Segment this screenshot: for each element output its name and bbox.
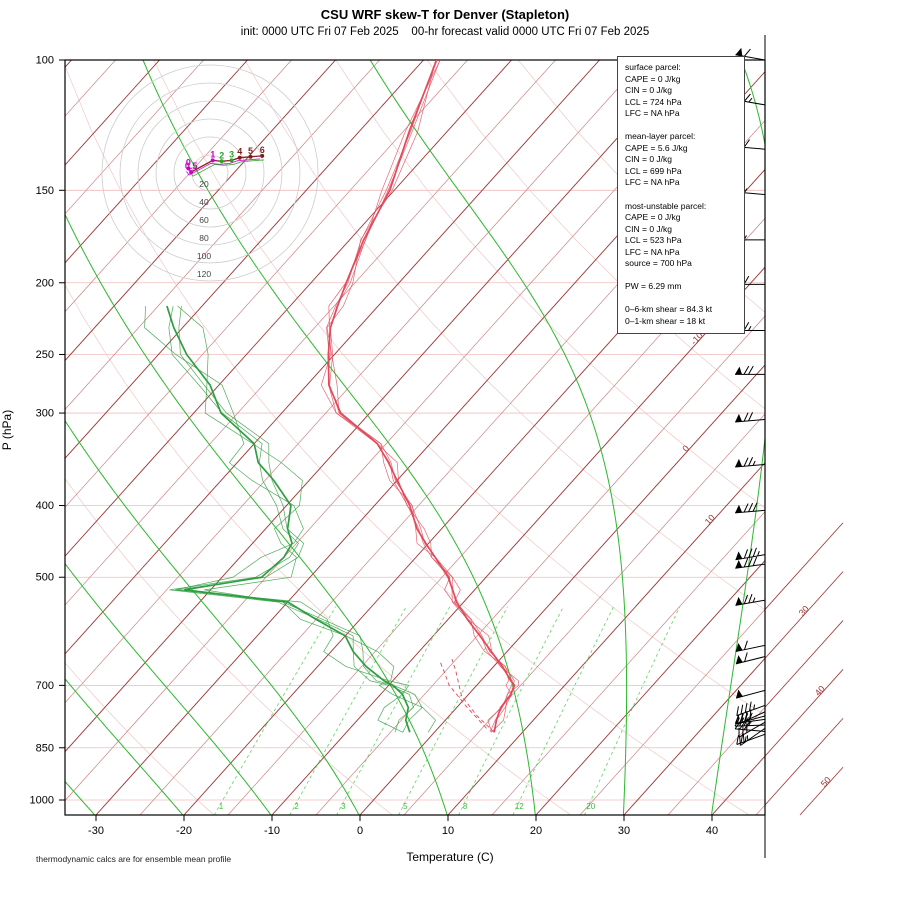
hodograph: 20 40 60 80 100 120 00.5 1 2 3 4 5 6 [101,64,319,282]
svg-text:1: 1 [219,802,224,811]
svg-text:12: 12 [515,802,524,811]
svg-text:4: 4 [237,147,242,157]
svg-text:5: 5 [248,146,253,156]
svg-text:10: 10 [703,513,717,527]
svg-text:40: 40 [199,197,209,207]
svg-text:100: 100 [197,251,211,261]
svg-text:3: 3 [229,149,234,159]
svg-text:250: 250 [36,349,54,361]
svg-text:20: 20 [530,825,542,837]
svg-text:0: 0 [680,443,691,453]
axes: -30 -20 -10 0 10 20 30 401001502002503004005007… [30,55,719,838]
svg-text:60: 60 [199,215,209,225]
svg-text:8: 8 [463,802,468,811]
footer-note: thermodynamic calcs are for ensemble mea… [36,854,232,864]
svg-text:20: 20 [199,179,209,189]
svg-text:1: 1 [210,149,215,159]
svg-text:200: 200 [36,277,54,289]
parcel-info-box: surface parcel: CAPE = 0 J/kg CIN = 0 J/… [617,56,745,334]
svg-text:-20: -20 [176,825,192,837]
svg-text:-10: -10 [264,825,280,837]
svg-text:0: 0 [357,825,363,837]
svg-text:120: 120 [197,269,211,279]
x-axis-label: Temperature (C) [406,850,494,864]
svg-text:3: 3 [341,802,346,811]
svg-text:500: 500 [36,572,54,584]
svg-text:100: 100 [36,55,54,67]
svg-text:0.5: 0.5 [185,161,198,171]
page-title: CSU WRF skew-T for Denver (Stapleton) [320,7,570,22]
y-axis-label: P (hPa) [0,409,14,451]
svg-text:50: 50 [819,775,833,789]
svg-text:-30: -30 [88,825,104,837]
svg-text:30: 30 [797,604,811,618]
svg-text:40: 40 [706,825,718,837]
sounding-profiles [144,60,519,733]
svg-text:1000: 1000 [30,795,54,807]
page-subtitle: init: 0000 UTC Fri 07 Feb 2025 00-hr for… [240,26,650,38]
svg-text:150: 150 [36,185,54,197]
svg-text:80: 80 [199,233,209,243]
svg-text:850: 850 [36,742,54,754]
svg-text:40: 40 [813,684,827,698]
svg-text:20: 20 [586,802,595,811]
svg-text:6: 6 [260,145,265,155]
svg-text:300: 300 [36,408,54,420]
svg-text:10: 10 [442,825,454,837]
svg-text:700: 700 [36,680,54,692]
svg-text:0: 0 [186,158,191,168]
svg-text:2: 2 [219,150,224,160]
background-isolines [65,60,765,815]
svg-text:5: 5 [403,802,408,811]
svg-text:2: 2 [294,802,299,811]
svg-text:400: 400 [36,500,54,512]
svg-text:30: 30 [618,825,630,837]
